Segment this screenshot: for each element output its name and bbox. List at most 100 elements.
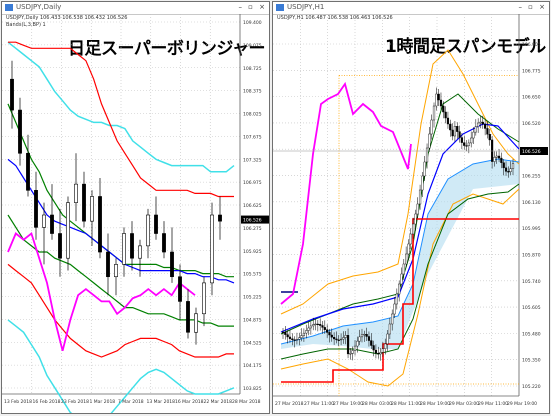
candle-body [495, 155, 498, 158]
span-cloud-fill [281, 159, 519, 349]
candle-body [370, 340, 373, 346]
candle-body [281, 331, 285, 334]
candle-body [416, 203, 419, 215]
h1-ohlc-info: USDJPY,H1 106.487 106.538 106.463 106.52… [277, 15, 393, 21]
candle-body [286, 334, 289, 338]
x-tick-label: 13 Mar 2018 [147, 399, 176, 405]
candle-body [374, 349, 378, 354]
h1-chart-title: 1時間足スパンモデル [385, 37, 546, 57]
x-tick-label: 27 Mar 11:00 [304, 401, 334, 407]
candle-body [442, 105, 445, 113]
candle-body [509, 168, 512, 172]
candle-body [18, 109, 22, 154]
candle-body [428, 133, 431, 149]
y-tick-label: 105.740 [522, 279, 541, 285]
candle-body [194, 313, 198, 333]
candle-body [98, 196, 102, 253]
candle-body [58, 233, 62, 259]
y-tick-label: 109.400 [243, 20, 262, 26]
y-tick-label: 105.870 [522, 252, 541, 258]
h1-chart-window[interactable]: USDJPY,H1 – ▫ × USDJPY,H1 106.487 106.53… [272, 1, 550, 414]
x-tick-label: 28 Mar 11:00 [391, 401, 421, 407]
y-tick-label: 105.575 [243, 272, 262, 278]
candle-body [210, 214, 214, 284]
candle-body [367, 336, 371, 341]
x-tick-label: 28 Mar 03:00 [362, 401, 392, 407]
candle-body [377, 352, 380, 355]
candle-body [288, 336, 292, 339]
series-line-minus2 [7, 263, 234, 358]
candle-body [460, 137, 463, 143]
window-control-icons[interactable]: – ▫ × [518, 3, 547, 11]
candle-body [363, 334, 366, 336]
series-line-lagging [7, 231, 196, 352]
candle-body [298, 337, 301, 340]
candle-body [402, 263, 405, 275]
candle-body [358, 336, 361, 342]
candle-body [497, 155, 501, 159]
candle-body [335, 338, 338, 341]
candle-body [346, 335, 350, 355]
candle-body [493, 157, 496, 162]
candle-body [511, 163, 515, 169]
y-tick-label: 106.905 [522, 42, 541, 48]
daily-window-titlebar[interactable]: USDJPY,Daily – ▫ × [2, 2, 269, 15]
candle-body [430, 119, 433, 135]
x-tick-label: 13 Feb 2018 [4, 399, 32, 405]
candle-body [435, 93, 438, 107]
candle-body [300, 335, 303, 338]
daily-ohlc-info: USDJPY,Daily 106.433 106.538 106.432 106… [6, 15, 128, 21]
h1-window-caption: USDJPY,H1 [287, 3, 325, 11]
candle-body [106, 251, 110, 278]
candle-body [146, 214, 150, 247]
candle-body [393, 303, 396, 315]
candle-body [328, 332, 331, 336]
daily-chart-title: 日足スーパーボリンジャー [68, 39, 265, 59]
daily-chart-plot: 109.400 109.075 108.725 108.375 108.025 107.6… [2, 14, 269, 413]
resistance-step-line [281, 218, 519, 383]
x-tick-label: 27 Mar 19:00 [333, 401, 363, 407]
candle-body [453, 126, 457, 137]
y-tick-label: 107.675 [243, 134, 262, 140]
candle-body [384, 343, 387, 349]
y-tick-label: 105.925 [243, 249, 262, 255]
candle-body [138, 245, 142, 259]
candle-body [170, 251, 174, 278]
candle-body [451, 129, 454, 137]
candle-body [465, 145, 468, 147]
daily-indicator-info: Bands(L,3,BP) 1 [6, 22, 46, 28]
candle-body [218, 214, 222, 222]
candle-body [500, 157, 503, 163]
candle-body [444, 111, 447, 119]
x-tick-label: 28 Mar 19:00 [420, 401, 450, 407]
candle-body [314, 323, 317, 326]
candle-body [74, 183, 78, 203]
candle-body [502, 162, 505, 169]
candle-body [90, 196, 94, 222]
y-tick-label: 105.220 [522, 384, 541, 390]
y-tick-label: 106.625 [243, 203, 262, 209]
candle-body [34, 190, 38, 228]
y-tick-label: 104.175 [243, 363, 262, 369]
last-price-box [241, 215, 269, 224]
candle-body [488, 134, 491, 141]
x-tick-label: 29 Mar 03:00 [449, 401, 479, 407]
y-tick-label: 106.255 [522, 174, 541, 180]
candle-body [312, 324, 315, 327]
candle-body [412, 223, 415, 235]
h1-window-titlebar[interactable]: USDJPY,H1 – ▫ × [273, 2, 549, 15]
candle-body [356, 340, 359, 347]
window-control-icons[interactable]: – ▫ × [238, 3, 267, 11]
candle-body [360, 334, 364, 338]
outer-band-upper [280, 49, 520, 315]
daily-window-caption: USDJPY,Daily [16, 3, 62, 11]
y-tick-label: 106.520 [522, 121, 541, 127]
y-tick-label: 108.025 [243, 112, 262, 118]
candle-body [388, 323, 391, 335]
candle-body [82, 183, 86, 222]
candle-body [321, 325, 324, 328]
candle-body [407, 243, 410, 255]
candle-body [379, 352, 382, 355]
daily-chart-window[interactable]: USDJPY,Daily – ▫ × USDJPY,Daily 106.433 … [1, 1, 270, 414]
